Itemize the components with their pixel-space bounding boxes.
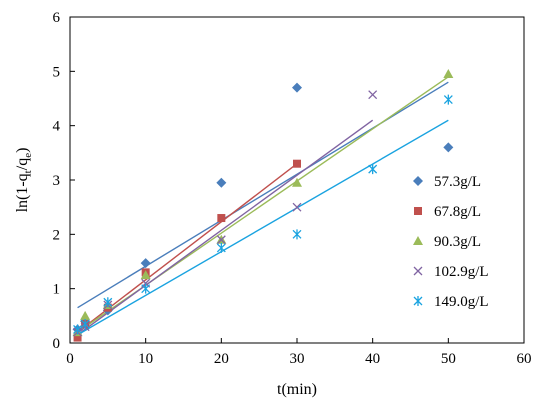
y-tick-label: 6 <box>53 10 61 26</box>
y-axis-title-part: ln(1-q <box>14 173 31 212</box>
data-point <box>368 90 378 100</box>
legend-label: 102.9g/L <box>434 264 489 280</box>
x-tick-label: 30 <box>290 351 305 367</box>
x-tick-label: 10 <box>138 351 153 367</box>
legend-item: 67.8g/L <box>414 204 481 220</box>
data-point <box>80 310 91 320</box>
trendline <box>77 163 298 333</box>
y-axis: 0 1 2 3 4 5 6 <box>53 10 75 352</box>
y-tick-label: 3 <box>53 173 61 189</box>
legend-marker <box>413 266 423 276</box>
legend-label: 57.3g/L <box>434 174 481 190</box>
data-point <box>140 270 151 280</box>
y-axis-title-part: ) <box>14 148 31 153</box>
data-point <box>80 318 90 329</box>
legend-item: 90.3g/L <box>413 234 481 250</box>
data-point <box>443 142 454 153</box>
legend-label: 90.3g/L <box>434 234 481 250</box>
trendlines <box>77 76 449 336</box>
data-point <box>73 333 82 342</box>
data-point <box>141 283 151 294</box>
data-point <box>292 82 302 93</box>
x-axis: 0 10 20 30 40 50 60 <box>66 338 532 367</box>
legend-label: 149.0g/L <box>434 294 489 310</box>
y-tick-label: 5 <box>53 64 61 80</box>
data-point <box>443 94 453 105</box>
data-point <box>140 258 151 269</box>
trendline <box>77 119 449 336</box>
legend-marker <box>413 236 423 245</box>
x-axis-title: t(min) <box>277 381 317 398</box>
data-point <box>216 235 226 245</box>
y-axis-title-subscript: e <box>22 153 34 158</box>
x-tick-label: 40 <box>365 351 380 367</box>
data-point <box>292 229 302 240</box>
legend-marker <box>413 176 423 186</box>
legend-item: 57.3g/L <box>413 174 481 190</box>
data-point <box>443 69 454 79</box>
data-point <box>217 214 226 223</box>
legend: 57.3g/L 67.8g/L 90.3g/L 102.9g/L 149.0g/L <box>413 174 489 310</box>
y-axis-title: ln(1-qt/qe) <box>14 148 34 213</box>
legend-marker <box>413 296 423 306</box>
y-tick-label: 1 <box>53 282 61 298</box>
trendline <box>77 81 449 309</box>
x-tick-label: 50 <box>441 351 456 367</box>
data-point <box>73 324 83 335</box>
data-points <box>72 69 454 342</box>
x-tick-label: 0 <box>66 351 74 367</box>
y-axis-title-subscript: t <box>22 170 34 173</box>
trendline <box>77 119 374 336</box>
data-point <box>216 177 227 188</box>
y-axis-title-part: /q <box>14 158 31 170</box>
x-tick-label: 60 <box>517 351 532 367</box>
data-point <box>368 164 378 175</box>
legend-marker <box>414 207 422 215</box>
data-point <box>292 177 302 187</box>
legend-item: 102.9g/L <box>413 264 489 280</box>
x-tick-label: 20 <box>214 351 229 367</box>
y-tick-label: 2 <box>53 227 61 243</box>
y-tick-label: 4 <box>53 119 61 135</box>
legend-label: 67.8g/L <box>434 204 481 220</box>
data-point <box>103 297 113 308</box>
data-point <box>292 202 302 212</box>
data-point <box>293 159 301 168</box>
legend-item: 149.0g/L <box>413 294 489 310</box>
data-point <box>216 242 226 253</box>
y-tick-label: 0 <box>53 336 61 352</box>
